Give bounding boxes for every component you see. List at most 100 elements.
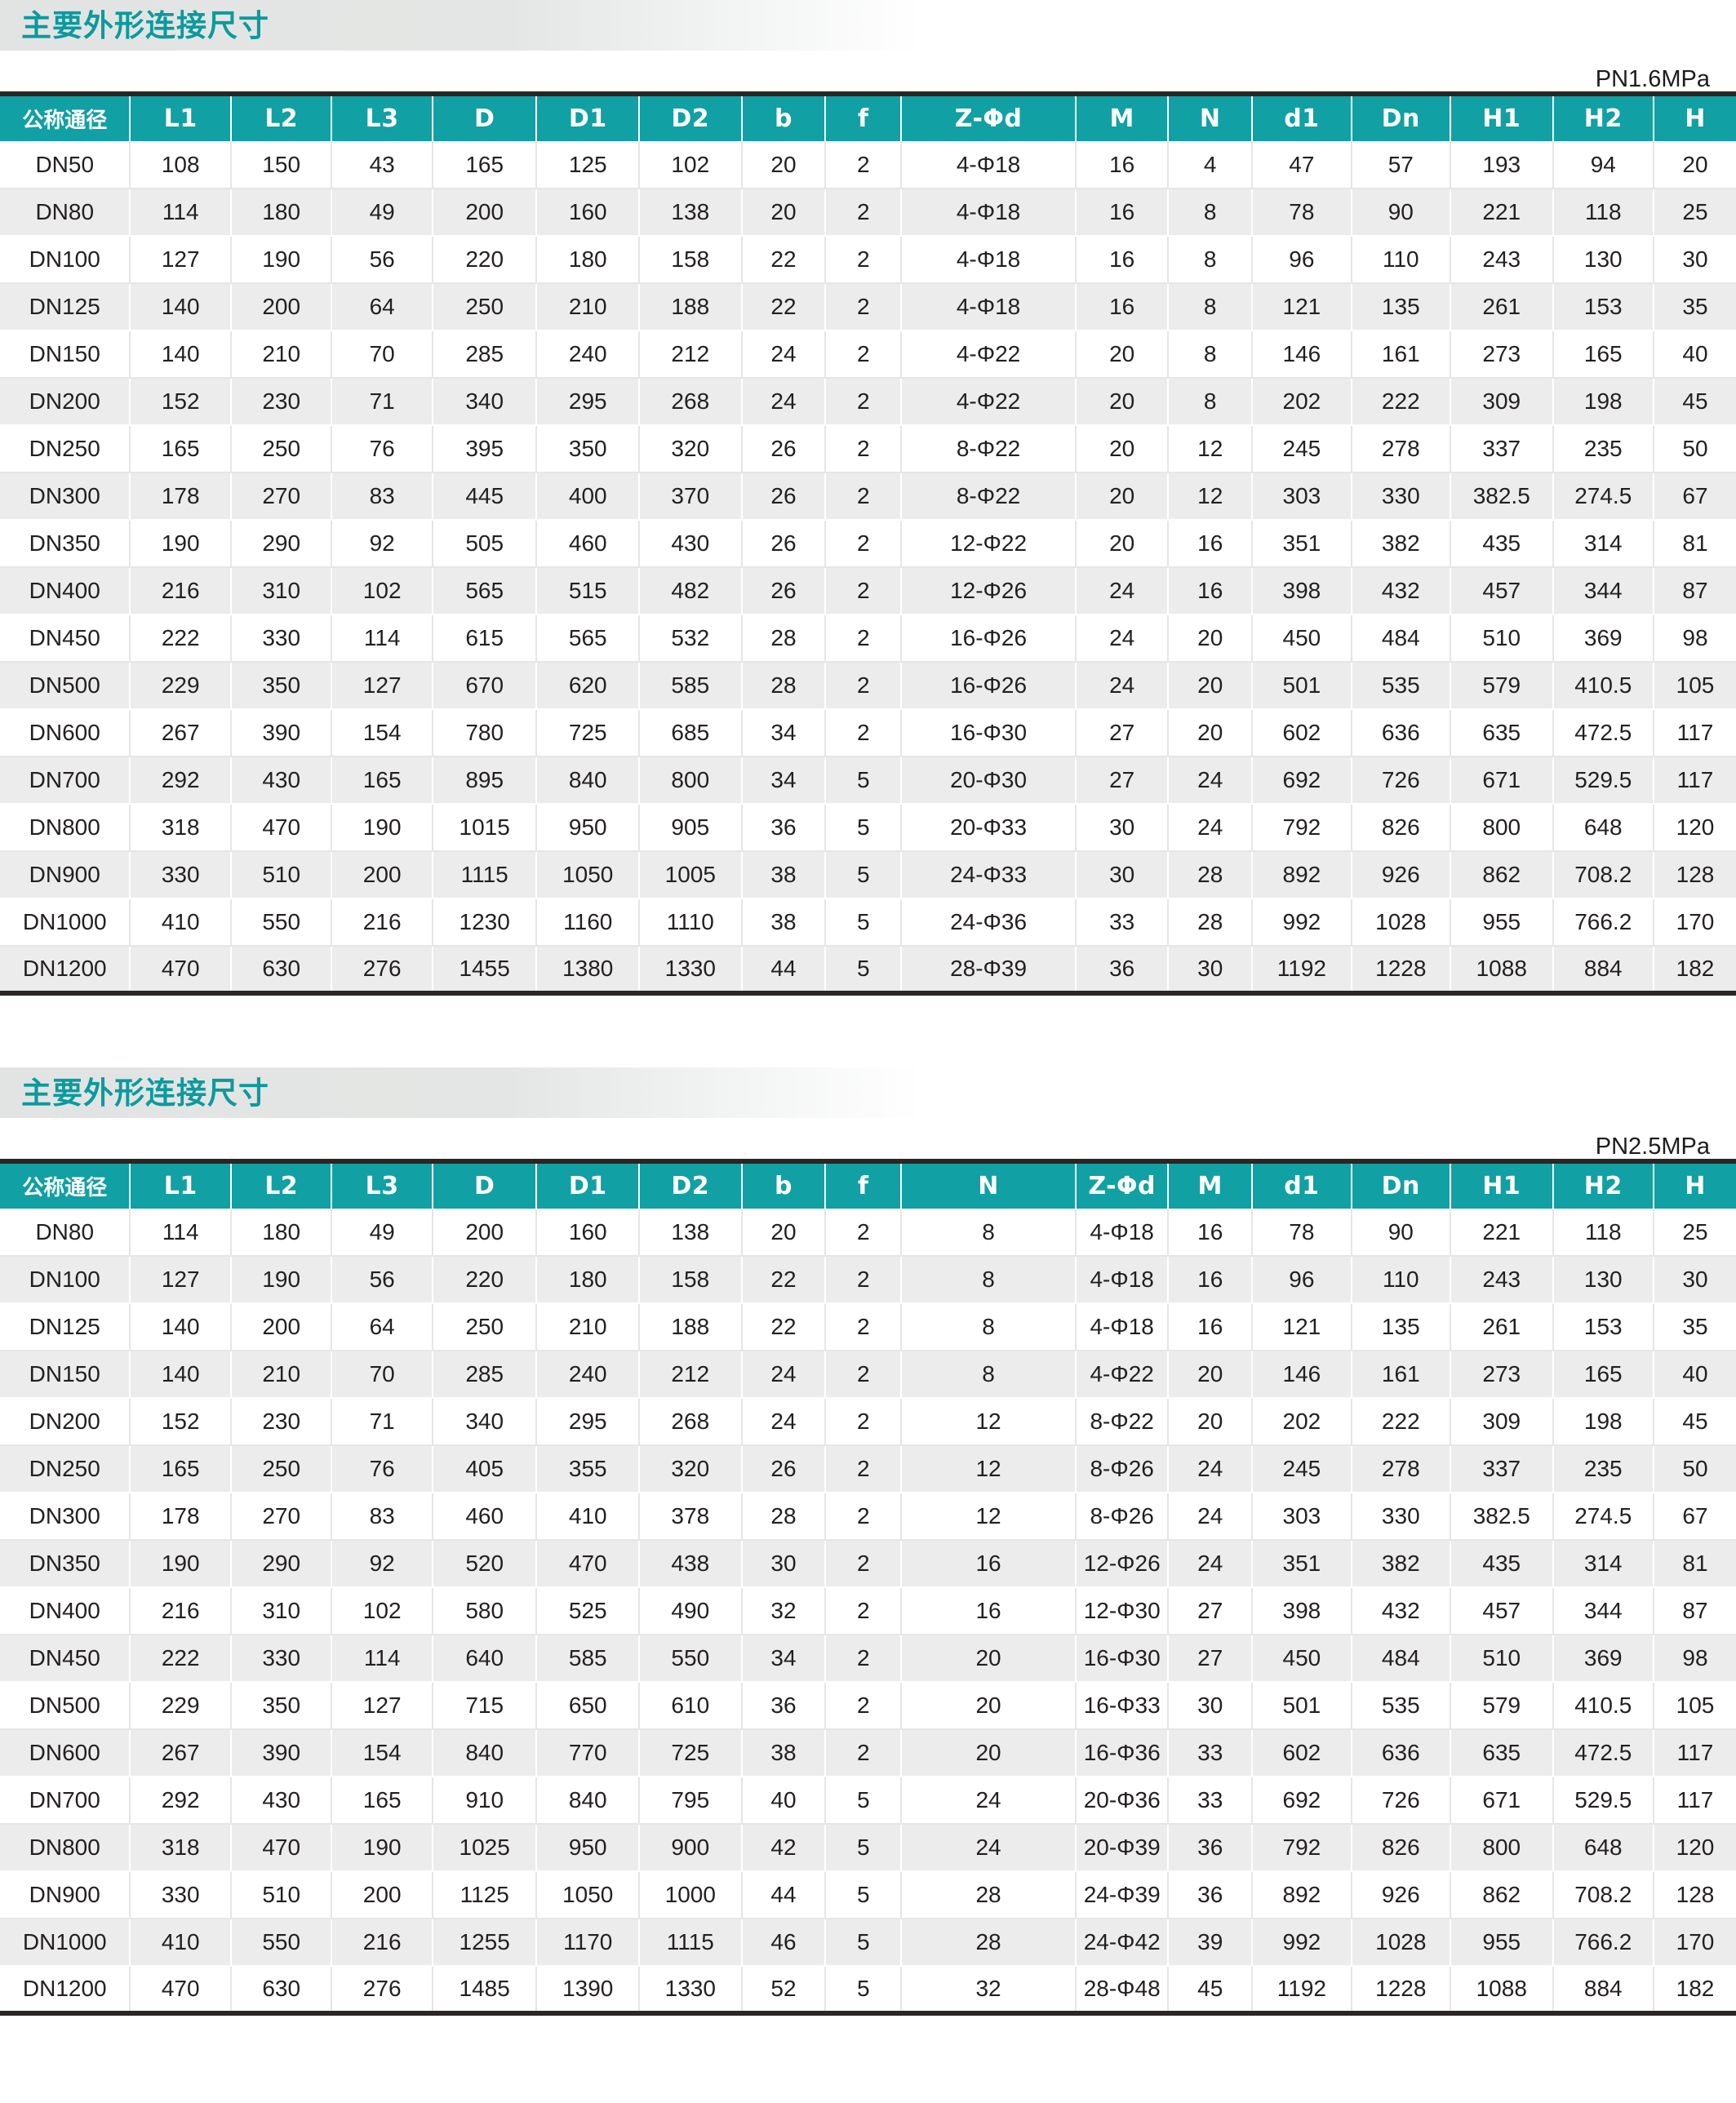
table-cell: 295 [536,378,641,426]
table-cell: 70 [331,1351,433,1399]
table-cell: 895 [432,756,538,805]
table-cell: 96 [1252,236,1352,284]
table-cell: 5 [825,1966,903,2014]
table-cell: 330 [1351,1493,1452,1541]
table-cell: 70 [331,331,433,379]
table-cell: 5 [825,804,903,852]
table-cell: 178 [130,473,232,521]
table-cell: 992 [1252,1919,1352,1967]
table-cell: 470 [130,1966,232,2014]
table-cell: 992 [1252,898,1352,947]
nominal-diameter-cell: DN1000 [0,898,131,947]
table-cell: 83 [331,473,433,521]
table-cell: 273 [1450,1351,1554,1399]
nominal-diameter-cell: DN700 [0,1777,131,1825]
table-cell: 318 [130,1824,232,1872]
table-cell: 198 [1552,378,1655,426]
table-cell: 178 [130,1493,232,1541]
table-cell: 2 [825,141,903,189]
nominal-diameter-cell: DN150 [0,1351,131,1399]
table-cell: 24 [741,1351,827,1399]
table-cell: 150 [230,141,333,189]
table-cell: 529.5 [1552,1777,1655,1825]
table-cell: 40 [741,1777,827,1825]
table-cell: 98 [1654,1635,1736,1683]
table-cell: 2 [825,1493,903,1541]
table-cell: 20 [1168,709,1254,757]
table-cell: 635 [1450,1729,1554,1777]
table-cell: 138 [639,1209,743,1257]
table-cell: 510 [1450,614,1554,663]
table-cell: 1115 [639,1919,743,1967]
table-cell: 24-Φ39 [1076,1871,1170,1919]
table-cell: 351 [1252,520,1352,568]
table-row: DN1000 410 550 216 1230 1160 1110 38 5 24-Φ36 33 28… [0,898,1736,947]
table-row: DN50 108 150 43 165 125 102 20 2 4-Φ18 16 4 47 57 193 9… [0,141,1736,189]
table-cell: 28 [1168,898,1254,947]
table-cell: 25 [1654,1209,1736,1257]
table-cell: 38 [741,1729,827,1777]
table-cell: 330 [130,851,232,899]
table-cell: 22 [741,283,827,331]
table-cell: 430 [639,520,743,568]
table-cell: 884 [1552,1966,1655,2014]
table-cell: 105 [1654,662,1736,710]
table-cell: 1230 [432,898,538,947]
nominal-diameter-cell: DN150 [0,331,131,379]
table-cell: 16 [1168,1209,1254,1257]
table-cell: 188 [639,283,743,331]
table-cell: 16-Φ33 [1076,1682,1170,1730]
table-cell: 20 [1076,520,1170,568]
table-cell: 52 [741,1966,827,2014]
table-cell: 250 [230,425,333,473]
table-cell: 43 [331,141,433,189]
table-cell: 395 [432,425,538,473]
table-cell: 8 [1168,331,1254,379]
table-cell: 276 [331,946,433,994]
nominal-diameter-cell: DN800 [0,1824,131,1872]
table-cell: 8 [1168,236,1254,284]
nominal-diameter-cell: DN500 [0,1682,131,1730]
table-row: DN100 127 190 56 220 180 158 22 2 4-Φ18 16 8 96 110 24… [0,236,1736,284]
table-row: DN300 178 270 83 460 410 378 28 2 12 8-Φ26 24 303 330… [0,1493,1736,1541]
table-row: DN1200 470 630 276 1485 1390 1330 52 5 32 28-Φ48 45… [0,1966,1736,2014]
table-cell: 490 [639,1587,743,1635]
nominal-diameter-cell: DN100 [0,1256,131,1304]
table-cell: 270 [230,473,333,521]
table-cell: 28-Φ48 [1076,1966,1170,2014]
table-cell: 405 [432,1445,538,1493]
table-cell: 1380 [536,946,641,994]
table-cell: 45 [1654,1398,1736,1446]
table-cell: 1192 [1252,946,1352,994]
table-cell: 410 [130,1919,232,1967]
table-cell: 276 [331,1966,433,2014]
table-cell: 24 [901,1777,1077,1825]
table-cell: 5 [825,1777,903,1825]
table-cell: 12-Φ26 [901,567,1077,615]
table-cell: 295 [536,1398,641,1446]
table-cell: 20 [901,1682,1077,1730]
table-cell: 140 [130,1351,232,1399]
table-cell: 190 [130,520,232,568]
table-cell: 250 [432,283,538,331]
table-cell: 1125 [432,1871,538,1919]
nominal-diameter-cell: DN800 [0,804,131,852]
table-cell: 127 [130,1256,232,1304]
table-cell: 792 [1252,804,1352,852]
table-cell: 190 [230,236,333,284]
table-cell: 355 [536,1445,641,1493]
table-cell: 725 [639,1729,743,1777]
table-cell: 20 [1076,331,1170,379]
column-header: f [825,94,903,141]
table-cell: 67 [1654,1493,1736,1541]
table-cell: 152 [130,1398,232,1446]
table-cell: 692 [1252,1777,1352,1825]
table-cell: 309 [1450,378,1554,426]
table-cell: 117 [1654,756,1736,805]
table-cell: 648 [1552,804,1655,852]
table-cell: 472.5 [1552,1729,1655,1777]
table-cell: 57 [1351,141,1452,189]
table-cell: 87 [1654,567,1736,615]
table-cell: 26 [741,520,827,568]
